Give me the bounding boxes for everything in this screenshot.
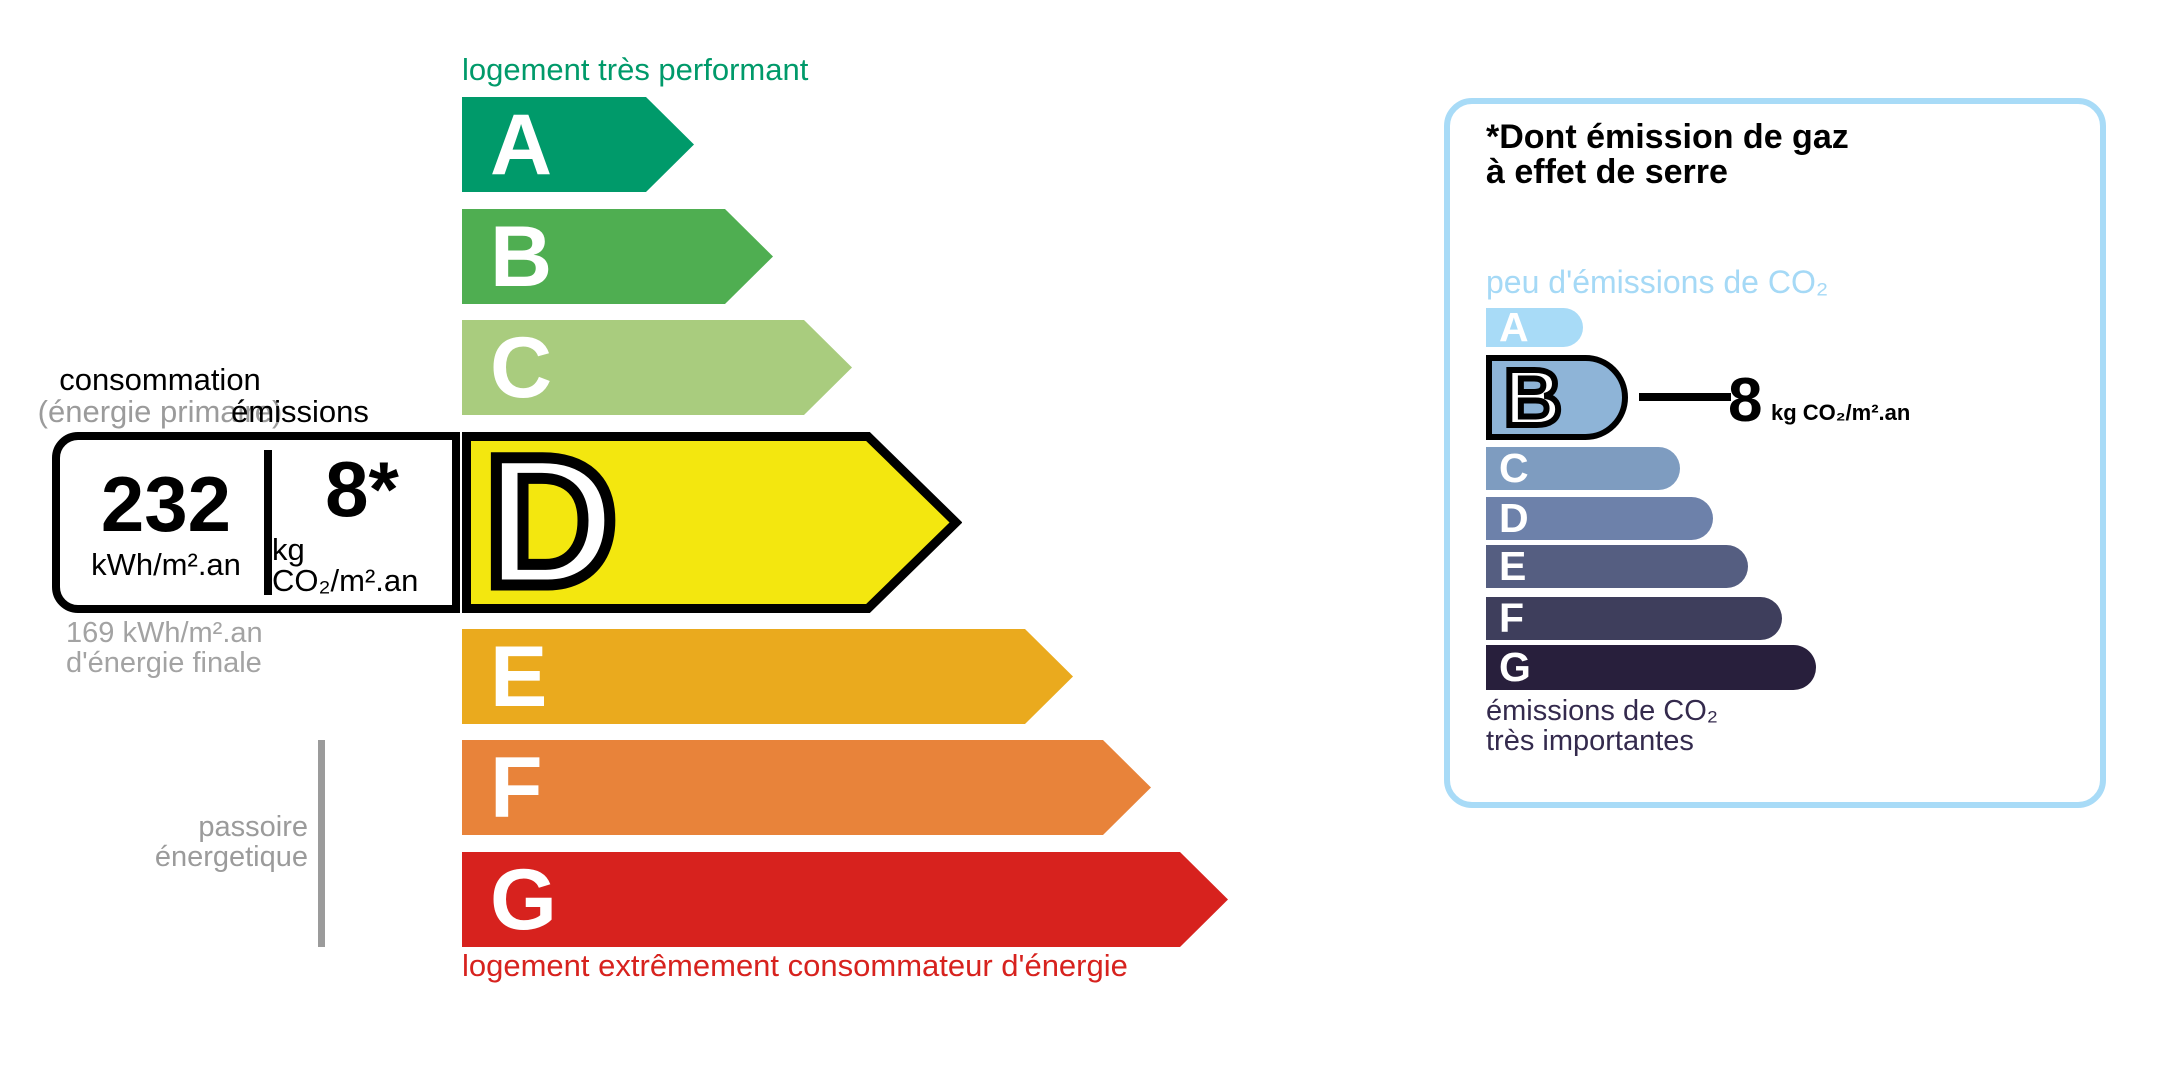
co2-class-a-bar: A [1486,304,1583,350]
consumption-label: consommation [59,362,261,397]
co2-class-b-bar-highlighted: B [1486,352,1628,442]
energy-class-a-arrow: A [462,97,694,192]
final-energy-line2: d'énergie finale [66,647,262,679]
co2-panel-title: *Dont émission de gaz à effet de serre [1486,120,1849,190]
emissions-unit: kg CO₂/m².an [272,531,419,598]
co2-class-a-letter: A [1499,304,1529,350]
energy-class-b-arrow: B [462,209,773,304]
primary-energy-label: (énergie primaire) [37,394,283,429]
energy-sieve-label: passoire énergetique [100,812,308,872]
energy-class-f-arrow: F [462,740,1151,835]
consumption-cell: 232 kWh/m².an [60,440,272,605]
final-energy-line1: 169 kWh/m².an [66,617,263,649]
energy-class-d-arrow-shape [462,432,963,613]
co2-class-f-letter: F [1499,595,1525,641]
very-performant-label: logement très performant [462,52,809,87]
energy-class-g-arrow: G [462,852,1228,947]
co2-class-f-bar: F [1486,597,1782,640]
energy-class-g-letter: G [490,851,557,948]
energy-class-b-letter: B [490,208,553,305]
energy-class-e-arrow: E [462,629,1073,724]
consumption-value-box: 232 kWh/m².an 8* kg CO₂/m².an [52,432,460,613]
energy-class-d-letter: D [479,419,624,625]
energy-class-e-letter: E [490,628,548,725]
energy-class-c-arrow: C [462,320,852,415]
emissions-cell: 8* kg CO₂/m².an [272,440,452,605]
co2-class-d-letter: D [1499,495,1529,541]
co2-class-c-letter: C [1499,445,1529,491]
co2-class-e-bar: E [1486,545,1748,588]
energy-class-a-letter: A [490,96,553,193]
energy-class-f-letter: F [490,739,543,836]
co2-low-emissions-label: peu d'émissions de CO₂ [1486,264,1829,300]
extreme-consumer-label: logement extrêmement consommateur d'éner… [462,948,1128,983]
emissions-label: émissions [231,394,369,429]
energy-sieve-bracket [318,740,325,947]
consumption-value: 232 [100,460,232,548]
energy-class-c-letter: C [490,319,553,416]
energy-sieve-line2: énergetique [154,841,308,873]
co2-class-c-bar: C [1486,447,1680,490]
final-energy-note: 169 kWh/m².an d'énergie finale [66,618,263,678]
co2-emissions-panel: *Dont émission de gaz à effet de serre p… [1444,98,2106,808]
co2-high-emissions-line1: émissions de CO₂ [1486,695,1719,727]
co2-high-emissions-label: émissions de CO₂ très importantes [1486,696,1718,756]
consumption-unit: kWh/m².an [91,547,241,582]
box-divider [264,450,272,595]
co2-panel-title-line1: *Dont émission de gaz [1486,118,1849,156]
co2-class-g-letter: G [1499,644,1531,690]
co2-class-g-bar: G [1486,645,1816,690]
co2-class-d-bar: D [1486,497,1713,540]
co2-panel-title-line2: à effet de serre [1486,153,1728,191]
energy-sieve-line1: passoire [198,811,308,843]
co2-class-b-letter: B [1501,352,1565,442]
co2-class-e-letter: E [1499,543,1527,589]
co2-value: 8 [1728,366,1763,435]
co2-high-emissions-line2: très importantes [1486,725,1694,757]
co2-value-unit: kg CO₂/m².an [1771,400,1911,425]
emissions-value: 8* [325,444,399,533]
co2-value-connector-line [1639,393,1731,401]
energy-class-d-arrow [462,432,963,613]
